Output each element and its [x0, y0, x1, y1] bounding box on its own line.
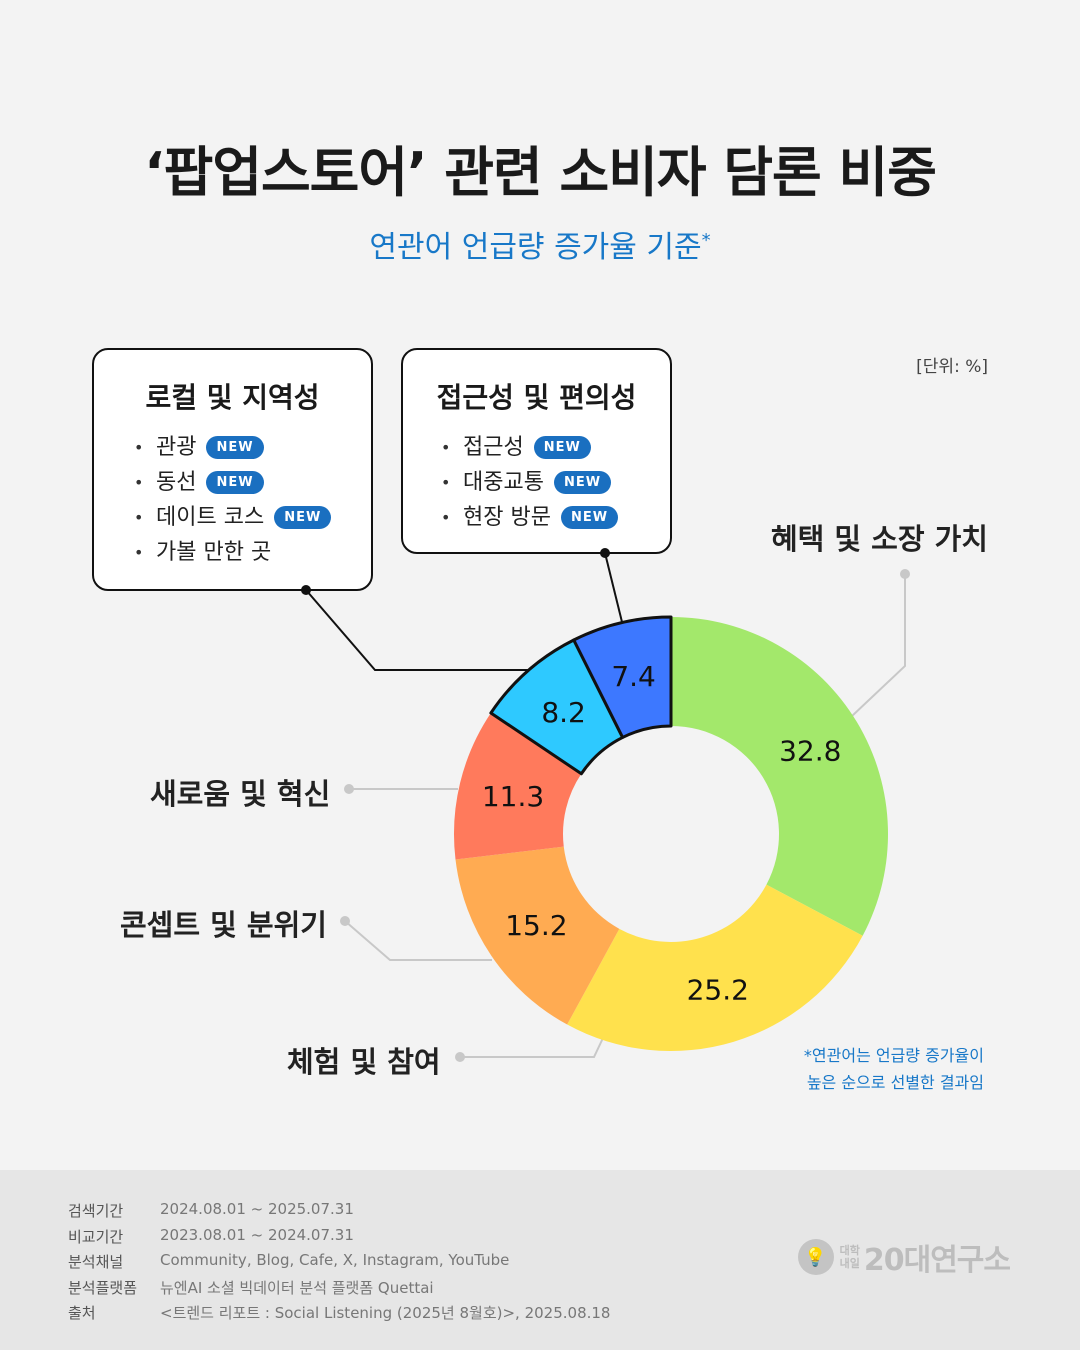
meta-row: 비교기간 2023.08.01 ~ 2024.07.31	[68, 1226, 354, 1247]
meta-row: 검색기간 2024.08.01 ~ 2025.07.31	[68, 1200, 354, 1221]
donut-slice-access	[572, 615, 673, 739]
meta-value: 2024.08.01 ~ 2025.07.31	[160, 1200, 354, 1218]
lightbulb-icon: 💡	[797, 1239, 834, 1275]
bullet-icon: •	[441, 473, 451, 492]
new-badge: NEW	[206, 471, 264, 494]
callout-list: • 접근성 NEW • 대중교통 NEW • 현장 방문 NEW	[441, 430, 619, 535]
callout-item: • 가볼 만한 곳	[134, 535, 331, 570]
callout-item-text: 가볼 만한 곳	[156, 540, 272, 565]
unit-label: [단위: %]	[916, 357, 988, 377]
category-label-concept: 콘셉트 및 분위기	[120, 908, 327, 942]
meta-row: 분석채널 Community, Blog, Cafe, X, Instagram,…	[68, 1251, 509, 1272]
new-badge: NEW	[274, 506, 332, 529]
callout-title: 로컬 및 지역성	[145, 381, 320, 414]
meta-row: 출처 <트렌드 리포트 : Social Listening (2025년 8월호…	[68, 1302, 610, 1323]
callout-item: • 동선 NEW	[134, 465, 331, 500]
leader-line-experience	[460, 1037, 604, 1058]
logo-small-bottom: 내일	[839, 1257, 860, 1270]
page-title: ‘팝업스토어’ 관련 소비자 담론 비중	[144, 141, 937, 204]
callout-item: • 관광 NEW	[134, 430, 331, 465]
meta-value: 뉴엔AI 소셜 빅데이터 분석 플랫폼 Quettai	[160, 1279, 434, 1297]
footnote: *연관어는 언급량 증가율이 높은 순으로 선별한 결과임	[804, 1042, 984, 1096]
subtitle-asterisk: *	[701, 230, 711, 251]
leader-dot-novelty	[344, 784, 354, 794]
leader-line-local	[305, 589, 530, 671]
slice-labels: 32.8 25.2 15.2 11.3 8.2 7.4	[482, 660, 842, 1007]
category-label-novelty: 새로움 및 혁신	[150, 777, 331, 811]
callout-item: • 데이트 코스 NEW	[134, 500, 332, 535]
new-badge: NEW	[206, 436, 264, 459]
leader-dot-access	[600, 548, 610, 558]
callout-list: • 관광 NEW • 동선 NEW • 데이트 코스 NEW • 가볼 만한 곳	[134, 430, 332, 570]
infographic: ‘팝업스토어’ 관련 소비자 담론 비중 연관어 언급량 증가율 기준* [단위…	[0, 141, 1080, 1096]
new-badge: NEW	[553, 471, 612, 494]
donut-slices	[454, 615, 888, 1051]
footnote-line: *연관어는 언급량 증가율이	[803, 1046, 984, 1065]
donut-slice-concept	[455, 846, 620, 1025]
logo-small-text: 대학 내일	[840, 1244, 860, 1270]
bullet-icon: •	[134, 438, 144, 457]
footnote-line: 높은 순으로 선별한 결과임	[806, 1073, 984, 1092]
callout-item: • 대중교통 NEW	[441, 465, 618, 500]
donut-slice-benefit	[671, 617, 888, 936]
slice-value-label-local: 8.2	[541, 696, 586, 729]
callout-item-text: 대중교통	[463, 470, 544, 495]
new-badge: NEW	[533, 436, 591, 459]
slice-value-label-benefit: 32.8	[779, 734, 841, 767]
callout-item: • 접근성 NEW	[441, 430, 618, 465]
slice-value-label-novelty: 11.3	[482, 780, 544, 813]
logo-small-top: 대학	[839, 1244, 860, 1257]
callout-box-access: 접근성 및 편의성 • 접근성 NEW • 대중교통 NEW • 현장 방문 NEW	[401, 348, 672, 554]
callout-item-text: 접근성	[463, 435, 524, 460]
slice-value-label-experience: 25.2	[687, 974, 749, 1007]
donut-slice-experience	[567, 884, 863, 1051]
slice-value-label-access: 7.4	[611, 660, 656, 693]
leader-dot-local	[301, 585, 311, 595]
meta-label: 분석플랫폼	[68, 1279, 138, 1297]
donut-slice-novelty	[454, 712, 582, 860]
footer: 검색기간 2024.08.01 ~ 2025.07.31 비교기간 2023.08.…	[0, 1170, 1080, 1350]
bullet-icon: •	[134, 543, 144, 562]
page-subtitle: 연관어 언급량 증가율 기준*	[0, 222, 1080, 266]
bullet-icon: •	[134, 473, 144, 492]
subtitle-text: 연관어 언급량 증가율 기준	[369, 230, 702, 265]
bullet-icon: •	[441, 438, 451, 457]
category-label-experience: 체험 및 참여	[287, 1045, 441, 1079]
slice-value-label-concept: 15.2	[505, 909, 567, 942]
callout-item-text: 데이트 코스	[156, 505, 265, 530]
new-badge: NEW	[560, 506, 619, 529]
leader-dot-benefit	[900, 569, 910, 579]
category-label-benefit: 혜택 및 소장 가치	[770, 522, 988, 556]
leader-line-benefit	[851, 574, 906, 717]
leader-dot-experience	[455, 1052, 465, 1062]
donut-chart: 32.8 25.2 15.2 11.3 8.2 7.4	[301, 548, 910, 1062]
meta-label: 출처	[68, 1304, 96, 1322]
brand-logo: 💡 대학 내일 20대연구소	[797, 1235, 1011, 1279]
callout-item-text: 관광	[156, 435, 197, 460]
leader-line-access	[604, 552, 623, 623]
callout-item-text: 동선	[156, 470, 197, 495]
meta-label: 분석채널	[68, 1253, 124, 1271]
meta-value: 2023.08.01 ~ 2024.07.31	[160, 1226, 354, 1244]
callout-item-text: 현장 방문	[463, 505, 551, 530]
meta-label: 검색기간	[68, 1202, 124, 1220]
meta-row: 분석플랫폼 뉴엔AI 소셜 빅데이터 분석 플랫폼 Quettai	[68, 1277, 434, 1298]
logo-wordmark: 20대연구소	[863, 1243, 1011, 1278]
callout-title: 접근성 및 편의성	[436, 381, 637, 414]
leader-dot-concept	[340, 916, 350, 926]
leader-lines	[301, 548, 910, 1062]
meta-value: Community, Blog, Cafe, X, Instagram, You…	[160, 1251, 510, 1269]
callout-item: • 현장 방문 NEW	[441, 500, 619, 535]
leader-line-concept	[344, 920, 492, 961]
bullet-icon: •	[441, 508, 451, 527]
bullet-icon: •	[134, 508, 144, 527]
callout-box-local: 로컬 및 지역성 • 관광 NEW • 동선 NEW • 데이트 코스 NEW • 가볼 만한…	[92, 348, 373, 591]
meta-label: 비교기간	[68, 1228, 124, 1246]
meta-value: <트렌드 리포트 : Social Listening (2025년 8월호)>…	[160, 1304, 611, 1322]
